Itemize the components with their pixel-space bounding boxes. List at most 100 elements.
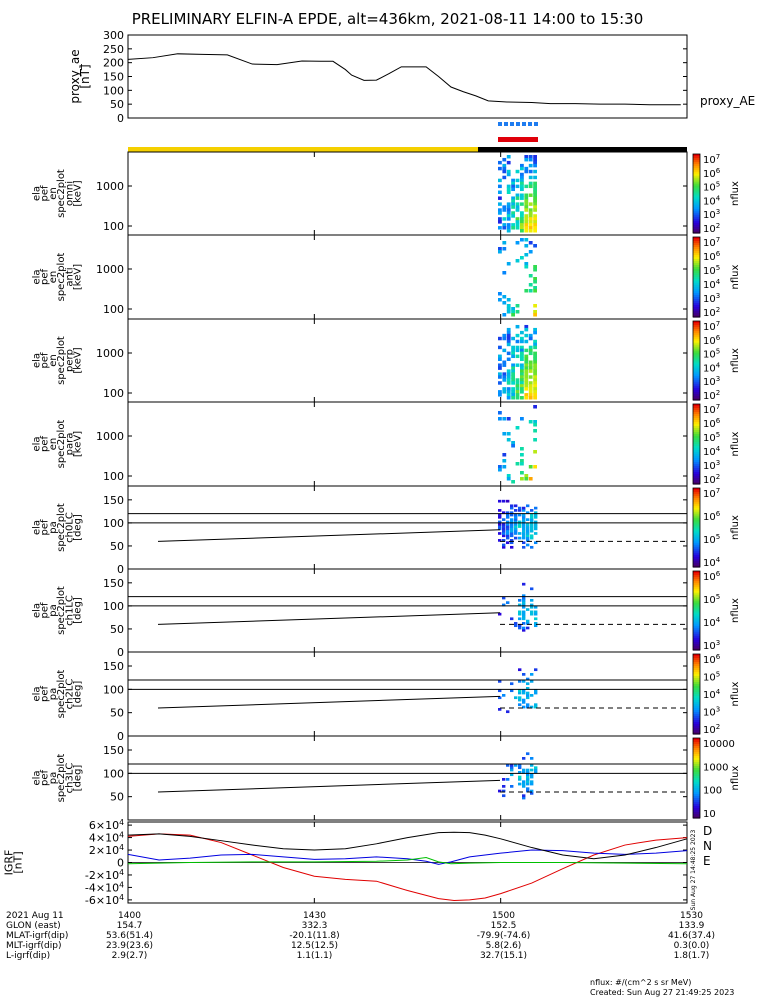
ela_pef_pa_spec2plot_ch0LC-cell <box>534 525 538 528</box>
ela_pef_pa_spec2plot_ch1LC-colorbar-segment <box>693 604 700 608</box>
ela_pef_en_spec2plot_para-cell <box>520 417 524 421</box>
ela_pef_en_spec2plot_anti-colorbar-segment <box>693 285 700 288</box>
ela_pef_pa_spec2plot_ch3LC-cell <box>502 794 506 798</box>
ela_pef_en_spec2plot_anti-cell <box>506 310 511 314</box>
ela_pef_pa_spec2plot_ch1LC-colorbar-segment <box>693 644 700 647</box>
ela_pef_en_spec2plot_anti-colorbar-segment <box>693 239 700 242</box>
ela_pef_en_spec2plot_perp-cell <box>498 336 502 341</box>
ela_pef_en_spec2plot_anti-ylabel: spec2plot <box>56 253 67 302</box>
ela_pef_en_spec2plot_omni-cell <box>520 211 524 215</box>
ela_pef_pa_spec2plot_ch3LC-colorbar-segment <box>693 758 700 761</box>
ela_pef_pa_spec2plot_ch0LC-colorbar-segment <box>693 493 700 497</box>
ela_pef_en_spec2plot_para-colorbar-tick: 104 <box>703 445 721 458</box>
ela_pef_en_spec2plot_anti-cell <box>511 310 515 314</box>
ela_pef_pa_spec2plot_ch1LC-colorbar-segment <box>693 588 700 592</box>
ela_pef_en_spec2plot_perp-cell <box>520 372 524 376</box>
ela_pef_en_spec2plot_omni-cell <box>533 223 537 227</box>
ela_pef_en_spec2plot_perp-colorbar-segment <box>693 372 700 375</box>
ela_pef_en_spec2plot_omni-colorbar-segment <box>693 183 700 187</box>
ela_pef_pa_spec2plot_ch2LC-tick-label: 0 <box>117 730 124 743</box>
ela_pef_en_spec2plot_para-colorbar-tick: 103 <box>703 459 720 472</box>
ela_pef_pa_spec2plot_ch1LC-cell <box>510 617 514 621</box>
ela_pef_en_spec2plot_perp-cell <box>520 330 524 335</box>
ela_pef_en_spec2plot_omni-colorbar-segment <box>693 165 700 169</box>
ela_pef_pa_spec2plot_ch3LC-cell <box>506 764 510 767</box>
ela_pef_en_spec2plot_perp-cell <box>511 378 515 382</box>
ela_pef_pa_spec2plot_ch0LC-cell <box>530 529 534 533</box>
ela_pef_pa_spec2plot_ch1LC-cell <box>522 582 526 586</box>
ela_pef_pa_spec2plot_ch0LC-cell <box>530 534 534 538</box>
ela_pef_pa_spec2plot_ch3LC-colorbar-segment <box>693 740 700 743</box>
ela_pef_pa_spec2plot_ch2LC-cell <box>530 673 534 676</box>
ela_pef_en_spec2plot_perp-colorbar-segment <box>693 382 700 385</box>
ela_pef_en_spec2plot_omni-cell <box>506 223 511 227</box>
ela_pef_en_spec2plot_perp-cell <box>506 357 511 361</box>
ela_pef_pa_spec2plot_ch1LC-cell <box>530 587 534 591</box>
ela_pef_en_spec2plot_omni-cell <box>511 184 515 189</box>
ela_pef_pa_spec2plot_ch0LC-cell <box>514 527 518 531</box>
ela_pef_pa_spec2plot_ch3LC-cell <box>526 773 530 777</box>
ela_pef_pa_spec2plot_ch0LC-colorbar-segment <box>693 533 700 536</box>
ela_pef_en_spec2plot_perp-cell <box>524 396 529 400</box>
ela_pef_pa_spec2plot_ch2LC-colorbar-label: nflux <box>730 681 741 706</box>
ela_pef_en_spec2plot_perp-cell <box>502 375 507 379</box>
ela_pef_pa_spec2plot_ch3LC-colorbar-segment <box>693 764 700 767</box>
ela_pef_pa_spec2plot_ch0LC-cell <box>502 529 506 533</box>
ela_pef_en_spec2plot_omni-colorbar-border <box>692 153 701 234</box>
ela_pef_en_spec2plot_anti-colorbar-segment <box>693 251 700 254</box>
ela_pef_en_spec2plot_perp-colorbar-segment <box>693 342 700 346</box>
ela_pef_en_spec2plot_para-cell <box>533 438 537 442</box>
ela_pef_pa_spec2plot_ch0LC-cell <box>498 539 502 542</box>
ela_pef_en_spec2plot_para-cell <box>524 474 529 478</box>
ela_pef_pa_spec2plot_ch2LC-colorbar-segment <box>693 704 700 707</box>
ela_pef_en_spec2plot_perp-colorbar-segment <box>693 328 700 332</box>
ela_pef_en_spec2plot_anti-colorbar-segment <box>693 289 700 292</box>
ela_pef_en_spec2plot_omni-cell <box>506 172 511 177</box>
ela_pef_en_spec2plot_para-cell <box>506 474 511 478</box>
ela_pef_en_spec2plot_para-cell <box>506 477 511 481</box>
ela_pef_pa_spec2plot_ch1LC-colorbar-segment <box>693 606 700 610</box>
ela_pef_en_spec2plot_perp-colorbar-segment <box>693 360 700 364</box>
ela_pef_en_spec2plot_para-colorbar-segment <box>693 412 700 415</box>
ela_pef_en_spec2plot_perp-cell <box>511 390 515 394</box>
ela_pef_en_spec2plot_perp-cell <box>506 327 511 332</box>
ela_pef_en_spec2plot_omni-cell <box>515 226 520 230</box>
ela_pef_pa_spec2plot_ch0LC-colorbar-segment <box>693 553 700 556</box>
ela_pef_en_spec2plot_anti-cell <box>511 313 515 317</box>
ela_pef_pa_spec2plot_ch0LC-cell <box>518 506 522 510</box>
ela_pef_en_spec2plot_perp-cell <box>502 390 507 394</box>
ela_pef_en_spec2plot_perp-cell <box>524 372 529 376</box>
ela_pef_pa_spec2plot_ch2LC-colorbar-segment <box>693 706 700 709</box>
ela_pef_en_spec2plot_perp-cell <box>515 324 520 329</box>
ela_pef_en_spec2plot_omni-cell <box>520 229 524 233</box>
ela_pef_pa_spec2plot_ch0LC-cell <box>534 515 538 519</box>
ela_pef_pa_spec2plot_ch2LC-colorbar-tick: 104 <box>703 688 721 701</box>
ela_pef_pa_spec2plot_ch0LC-colorbar-segment <box>693 509 700 513</box>
ela_pef_en_spec2plot_omni-cell <box>511 214 515 218</box>
ela_pef_en_spec2plot_omni-cell <box>533 160 537 165</box>
ela_pef_pa_spec2plot_ch3LC-colorbar-segment <box>693 806 700 809</box>
ela_pef_pa_spec2plot_ch2LC-cell <box>526 682 530 686</box>
ela_pef_en_spec2plot_omni-colorbar-segment <box>693 181 700 185</box>
ela_pef_en_spec2plot_perp-cell <box>520 357 524 361</box>
ela_pef_en_spec2plot_para-cell <box>528 420 533 424</box>
ela_pef_pa_spec2plot_ch1LC-colorbar-segment <box>693 616 700 619</box>
ela_pef_en_spec2plot_perp-cell <box>533 351 537 356</box>
ela_pef_pa_spec2plot_ch2LC-tick-label: 100 <box>103 683 124 696</box>
ela_pef_en_spec2plot_perp-cell <box>528 351 533 356</box>
ela_pef_pa_spec2plot_ch3LC-cell <box>510 773 514 777</box>
ela_pef_en_spec2plot_perp-cell <box>528 333 533 338</box>
ela_pef_pa_spec2plot_ch1LC-cell <box>522 628 526 632</box>
ela_pef_pa_spec2plot_ch2LC-colorbar-segment <box>693 730 700 733</box>
ela_pef_pa_spec2plot_ch1LC-colorbar-segment <box>693 646 700 649</box>
ela_pef_en_spec2plot_anti-cell <box>515 304 520 308</box>
ela_pef_en_spec2plot_omni-colorbar-segment <box>693 213 700 216</box>
ela_pef_en_spec2plot_perp-cell <box>506 387 511 391</box>
ela_pef_en_spec2plot_anti-colorbar-segment <box>693 291 700 294</box>
ela_pef_pa_spec2plot_ch2LC-cell <box>522 689 526 693</box>
ela_pef_en_spec2plot_anti-colorbar-segment <box>693 245 700 248</box>
ela_pef_pa_spec2plot_ch0LC-colorbar-segment <box>693 505 700 509</box>
ela_pef_pa_spec2plot_ch3LC-colorbar-segment <box>693 794 700 797</box>
night-bar <box>478 147 687 152</box>
ela_pef_en_spec2plot_omni-cell <box>524 155 529 159</box>
